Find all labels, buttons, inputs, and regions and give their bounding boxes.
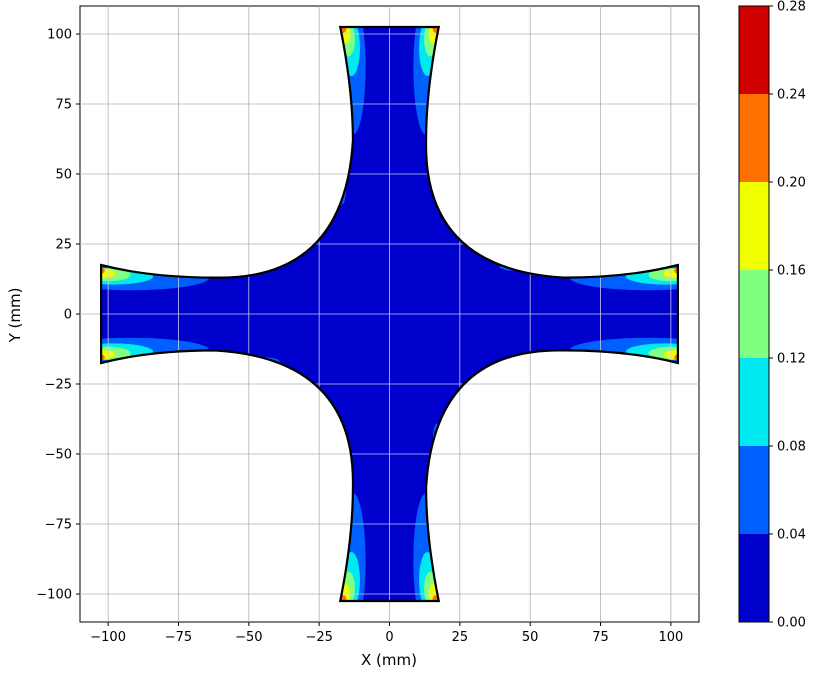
x-tick-label: −50	[235, 630, 262, 645]
colorbar-band	[739, 94, 769, 182]
y-tick-label: 75	[55, 98, 72, 113]
x-tick-label: 75	[592, 630, 609, 645]
colorbar-tick-label: 0.24	[777, 88, 806, 103]
contour-band-020	[101, 354, 105, 361]
colorbar-tick-label: 0.16	[777, 264, 806, 279]
x-tick-label: −25	[305, 630, 332, 645]
y-axis-ticks: 100 75 50 25 0 −25 −50 −75 −100	[36, 28, 80, 603]
contour-band-020	[674, 354, 678, 361]
y-tick-label: 25	[55, 238, 72, 253]
colorbar-band	[739, 182, 769, 270]
contour-band-016	[101, 268, 116, 278]
colorbar-tick-label: 0.04	[777, 528, 806, 543]
colorbar-tick-label: 0.20	[777, 176, 806, 191]
x-tick-label: 0	[385, 630, 393, 645]
x-tick-label: 100	[658, 630, 683, 645]
y-tick-label: −75	[45, 518, 72, 533]
y-axis-label: Y (mm)	[6, 288, 24, 344]
colorbar-band	[739, 358, 769, 446]
x-tick-label: −100	[90, 630, 126, 645]
colorbar-band	[739, 6, 769, 94]
x-tick-label: 25	[452, 630, 469, 645]
colorbar: 0.00 0.04 0.08 0.12 0.16 0.20 0.24 0.28	[738, 0, 806, 631]
colorbar-band	[739, 446, 769, 534]
y-tick-label: −50	[45, 448, 72, 463]
colorbar-tick-label: 0.12	[777, 352, 806, 367]
x-tick-label: 50	[522, 630, 539, 645]
colorbar-band	[739, 534, 769, 622]
colorbar-band	[739, 270, 769, 358]
x-axis-label: X (mm)	[361, 651, 417, 669]
y-tick-label: 50	[55, 168, 72, 183]
contour-band-016	[663, 350, 678, 360]
y-tick-label: 100	[47, 28, 72, 43]
colorbar-tick-label: 0.00	[777, 616, 806, 631]
x-axis-ticks: −100 −75 −50 −25 0 25 50 75 100	[90, 622, 683, 645]
y-tick-label: −100	[36, 588, 72, 603]
contour-band-016	[101, 350, 116, 360]
colorbar-tick-label: 0.28	[777, 0, 806, 15]
colorbar-frame	[738, 5, 770, 623]
contour-band-020	[674, 267, 678, 274]
x-tick-label: −75	[165, 630, 192, 645]
y-tick-label: 0	[64, 308, 72, 323]
cruciform-outline	[100, 25, 679, 603]
contour-band-020	[101, 267, 105, 274]
y-tick-label: −25	[45, 378, 72, 393]
contour-band-016	[663, 268, 678, 278]
colorbar-tick-label: 0.08	[777, 440, 806, 455]
